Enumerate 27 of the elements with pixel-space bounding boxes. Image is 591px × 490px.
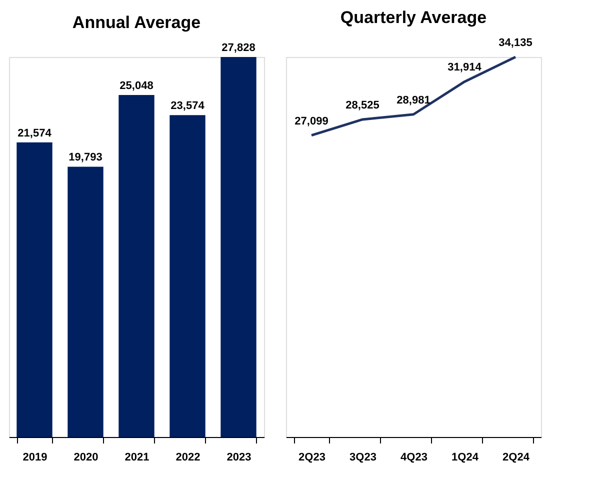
data-label: 19,793 (68, 152, 102, 164)
data-label: 34,135 (498, 37, 532, 49)
data-label: 21,574 (18, 127, 52, 140)
x-tick-label: 2020 (74, 452, 98, 464)
x-tick-label: 2021 (124, 452, 150, 464)
bar (170, 115, 206, 437)
bar (220, 57, 256, 437)
data-label: 27,099 (294, 115, 328, 128)
chart-title: Quarterly Average (340, 8, 487, 27)
data-label: 28,525 (346, 99, 380, 112)
x-tick-label: 3Q23 (350, 452, 376, 464)
data-label: 31,914 (448, 62, 482, 74)
x-tick-label: 2Q24 (502, 452, 530, 464)
x-tick-label: 2019 (22, 452, 48, 464)
x-tick-label: 4Q23 (400, 452, 428, 464)
data-label: 28,981 (396, 94, 430, 106)
chart-title: Annual Average (72, 13, 201, 32)
bar (16, 142, 52, 437)
data-label: 27,828 (222, 42, 256, 54)
bar (68, 166, 104, 437)
data-label: 25,048 (120, 80, 154, 92)
bar (118, 94, 154, 437)
x-tick-label: 2023 (226, 452, 252, 464)
x-tick-label: 2Q23 (298, 452, 326, 464)
data-label: 23,574 (170, 100, 206, 112)
x-tick-label: 2022 (176, 452, 200, 464)
x-tick-label: 1Q24 (452, 452, 480, 464)
